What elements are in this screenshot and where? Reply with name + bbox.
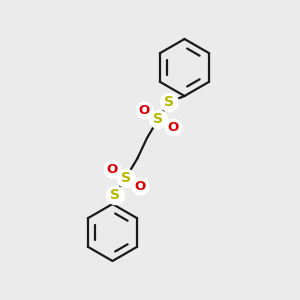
- Text: S: S: [153, 112, 164, 126]
- Text: O: O: [106, 163, 117, 176]
- Text: O: O: [135, 179, 146, 193]
- Text: S: S: [164, 95, 175, 109]
- Text: O: O: [167, 121, 178, 134]
- Text: S: S: [121, 171, 131, 184]
- Text: O: O: [139, 104, 150, 117]
- Text: S: S: [110, 188, 120, 202]
